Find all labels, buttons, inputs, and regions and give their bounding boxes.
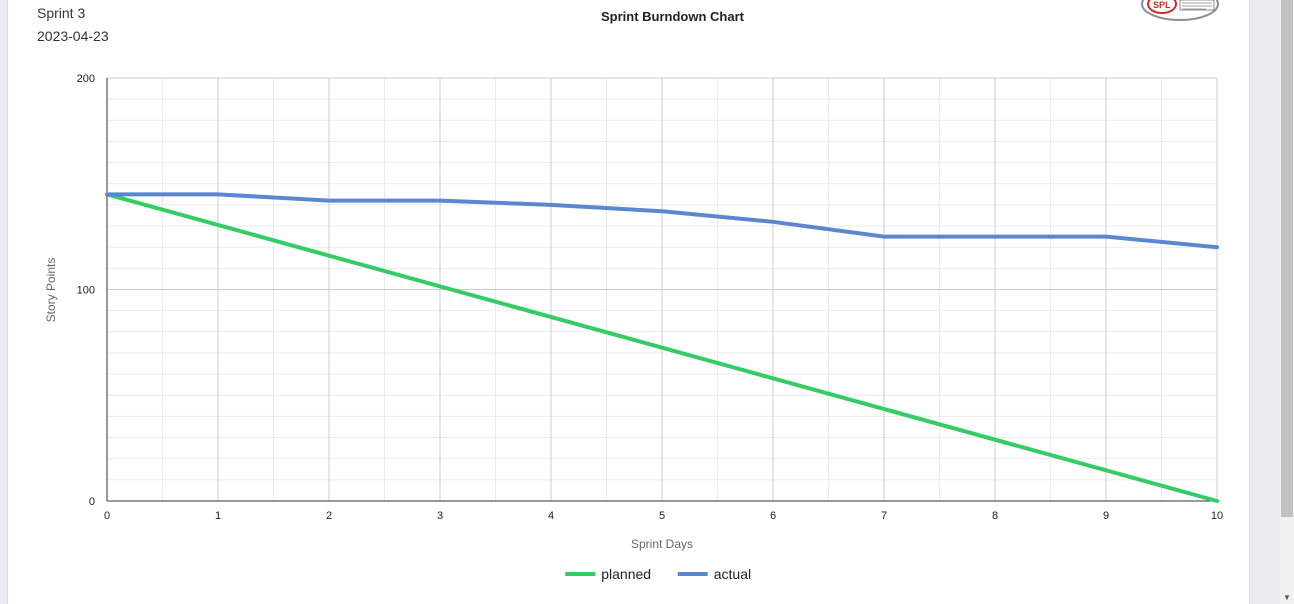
x-tick-label: 10: [1211, 510, 1223, 522]
x-tick-label: 2: [326, 510, 332, 522]
x-tick-label: 5: [659, 510, 665, 522]
y-tick-label: 100: [77, 285, 95, 297]
spl-logo-icon: SPL: [1141, 0, 1219, 21]
chart-card: [7, 0, 1250, 604]
legend-label-actual: actual: [714, 566, 751, 582]
x-tick-label: 3: [437, 510, 443, 522]
x-tick-label: 0: [104, 510, 110, 522]
x-tick-label: 1: [215, 510, 221, 522]
x-tick-label: 4: [548, 510, 554, 522]
sprint-date: 2023-04-23: [37, 28, 109, 44]
x-tick-label: 8: [992, 510, 998, 522]
y-tick-label: 200: [77, 73, 95, 85]
chart-series: [105, 192, 1219, 503]
sprint-name: Sprint 3: [37, 5, 86, 21]
logo-text: SPL: [1153, 0, 1171, 10]
y-axis-label: Story Points: [44, 258, 58, 323]
chart-title: Sprint Burndown Chart: [601, 9, 744, 24]
x-axis-label: Sprint Days: [631, 537, 693, 551]
legend-item-actual[interactable]: actual: [677, 566, 751, 582]
chart-axes: [106, 78, 1217, 502]
chart-legend: planned actual: [565, 566, 751, 582]
series-line-planned: [105, 192, 1219, 503]
legend-label-planned: planned: [601, 566, 651, 582]
legend-item-planned[interactable]: planned: [565, 566, 651, 582]
y-axis-ticks: 0 100 200: [77, 73, 95, 508]
y-tick-label: 0: [89, 496, 95, 508]
x-tick-label: 9: [1103, 510, 1109, 522]
x-tick-label: 7: [881, 510, 887, 522]
scroll-down-arrow-icon[interactable]: ▼: [1283, 593, 1291, 602]
x-axis-ticks: 0 1 2 3 4 5 6 7 8 9 10: [104, 510, 1223, 522]
x-tick-label: 6: [770, 510, 776, 522]
series-line-actual: [105, 192, 1219, 250]
scrollbar-thumb[interactable]: [1281, 0, 1293, 517]
